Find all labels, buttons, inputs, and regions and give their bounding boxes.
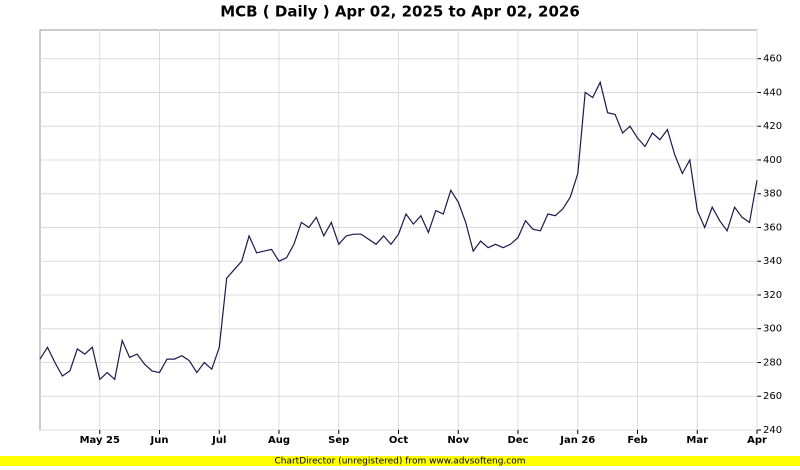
y-tick-label: 440 bbox=[763, 87, 782, 98]
x-tick-label: Nov bbox=[447, 435, 469, 446]
y-tick-label: 420 bbox=[763, 121, 782, 132]
x-tick-label: May 25 bbox=[80, 435, 120, 446]
y-tick-label: 360 bbox=[763, 222, 782, 233]
x-tick-label: Jun bbox=[150, 435, 169, 446]
y-tick-label: 380 bbox=[763, 189, 782, 200]
y-tick-label: 460 bbox=[763, 54, 782, 65]
x-tick-label: Mar bbox=[686, 435, 708, 446]
y-tick-label: 280 bbox=[763, 357, 782, 368]
y-tick-label: 240 bbox=[763, 425, 782, 436]
x-tick-label: Jan 26 bbox=[559, 435, 595, 446]
y-tick-label: 300 bbox=[763, 324, 782, 335]
x-tick-label: Aug bbox=[268, 435, 290, 446]
footer: ChartDirector (unregistered) from www.ad… bbox=[274, 457, 525, 467]
y-tick-label: 340 bbox=[763, 256, 782, 267]
x-tick-label: Apr bbox=[747, 435, 767, 446]
x-tick-label: Oct bbox=[389, 435, 408, 446]
y-tick-label: 320 bbox=[763, 290, 782, 301]
x-tick-label: Jul bbox=[211, 435, 226, 446]
y-tick-label: 260 bbox=[763, 391, 782, 402]
footer-bar bbox=[0, 456, 800, 466]
x-tick-label: Feb bbox=[627, 435, 647, 446]
x-tick-label: Sep bbox=[328, 435, 349, 446]
y-tick-label: 400 bbox=[763, 155, 782, 166]
chart-title: MCB ( Daily ) Apr 02, 2025 to Apr 02, 20… bbox=[220, 3, 580, 21]
x-tick-label: Dec bbox=[507, 435, 528, 446]
price-line bbox=[39, 80, 758, 381]
